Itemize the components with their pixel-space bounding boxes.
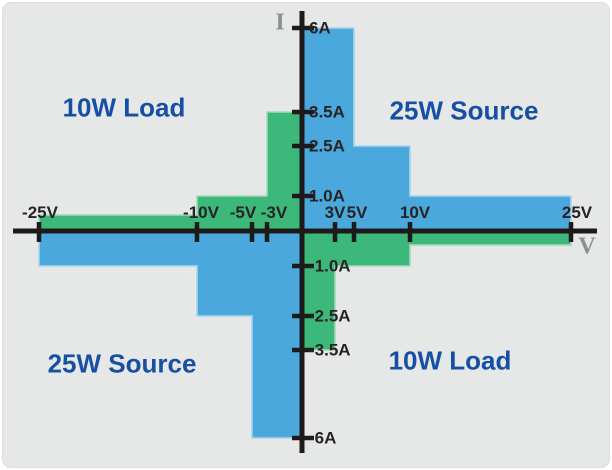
x-tick-label-5V: 5V xyxy=(347,203,368,222)
y-tick--2.5A xyxy=(292,313,314,319)
y-tick--6A xyxy=(292,435,314,441)
y-tick-6A xyxy=(292,25,314,31)
x-tick-label-3V: 3V xyxy=(325,203,346,222)
y-axis-line xyxy=(299,11,305,453)
voltage-axis-letter: V xyxy=(578,233,596,260)
x-tick--5V xyxy=(249,222,255,242)
y-tick-label-1.0A: 1.0A xyxy=(309,187,345,206)
y-tick-3.5A xyxy=(292,109,314,115)
x-tick-label--10V: -10V xyxy=(183,203,220,222)
x-tick-5V xyxy=(351,222,357,242)
label-q1-25w-source: 25W Source xyxy=(389,95,539,126)
x-tick-label--5V: -5V xyxy=(230,203,257,222)
y-tick-label--2.5A: -2.5A xyxy=(309,307,351,326)
x-tick-label--3V: -3V xyxy=(261,203,288,222)
y-tick-label-3.5A: 3.5A xyxy=(309,103,345,122)
x-tick-label--25V: -25V xyxy=(22,203,59,222)
label-q3-25w-source: 25W Source xyxy=(47,348,197,379)
x-tick-label-25V: 25V xyxy=(562,203,593,222)
x-tick-3V xyxy=(332,222,338,242)
x-tick--10V xyxy=(194,222,200,242)
label-q2-10w-load: 10W Load xyxy=(62,92,186,123)
label-q4-10w-load: 10W Load xyxy=(388,345,512,376)
y-tick-1.0A xyxy=(292,193,314,199)
x-tick-25V xyxy=(568,222,574,242)
y-tick-label--1.0A: -1.0A xyxy=(309,257,351,276)
y-tick-label--6A: -6A xyxy=(309,429,336,448)
current-axis-letter: I xyxy=(275,9,285,36)
x-axis-line xyxy=(13,228,597,234)
y-tick-2.5A xyxy=(292,143,314,149)
x-tick--3V xyxy=(264,222,270,242)
y-tick-label-6A: 6A xyxy=(309,19,331,38)
region-quadrant-4-bottom-right xyxy=(301,230,572,351)
region-quadrant-1-top-right xyxy=(301,27,572,232)
y-tick--1.0A xyxy=(292,263,314,269)
x-tick-label-10V: 10V xyxy=(400,203,431,222)
y-tick--3.5A xyxy=(292,347,314,353)
x-tick-10V xyxy=(407,222,413,242)
x-tick--25V xyxy=(36,222,42,242)
y-tick-label-2.5A: 2.5A xyxy=(309,137,345,156)
y-tick-label--3.5A: -3.5A xyxy=(309,341,351,360)
region-quadrant-3-bottom-left xyxy=(38,230,303,439)
